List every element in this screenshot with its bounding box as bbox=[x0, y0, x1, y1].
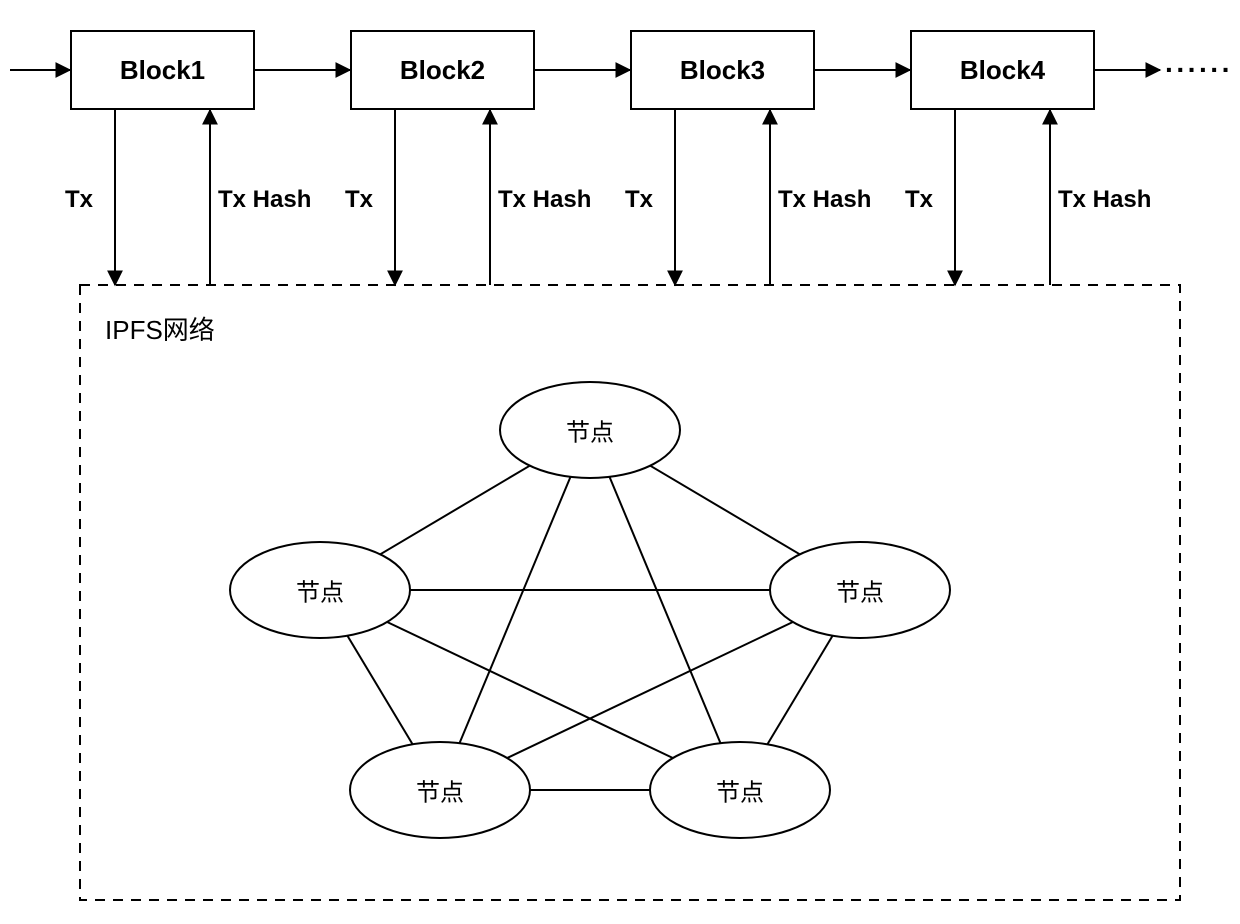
block-4: Block4 bbox=[910, 30, 1095, 110]
diagram-canvas: Block1 Block2 Block3 Block4 Tx Tx Hash Tx Tx H… bbox=[0, 0, 1240, 924]
block-label: Block1 bbox=[120, 55, 205, 86]
tx-label: Tx bbox=[905, 186, 933, 214]
tx-label: Tx bbox=[65, 186, 93, 214]
block-1: Block1 bbox=[70, 30, 255, 110]
tx-hash-label: Tx Hash bbox=[498, 186, 591, 214]
diagram-svg bbox=[0, 0, 1240, 924]
network-nodes bbox=[230, 382, 950, 838]
tx-hash-label: Tx Hash bbox=[778, 186, 871, 214]
block-label: Block2 bbox=[400, 55, 485, 86]
block-2: Block2 bbox=[350, 30, 535, 110]
block-label: Block4 bbox=[960, 55, 1045, 86]
network-edges bbox=[347, 466, 832, 790]
ipfs-box-label: IPFS网络 bbox=[105, 310, 215, 347]
tx-hash-label: Tx Hash bbox=[1058, 186, 1151, 214]
block-label: Block3 bbox=[680, 55, 765, 86]
tx-hash-label: Tx Hash bbox=[218, 186, 311, 214]
tx-label: Tx bbox=[625, 186, 653, 214]
chain-ellipsis: ······ bbox=[1165, 54, 1233, 86]
block-3: Block3 bbox=[630, 30, 815, 110]
tx-label: Tx bbox=[345, 186, 373, 214]
